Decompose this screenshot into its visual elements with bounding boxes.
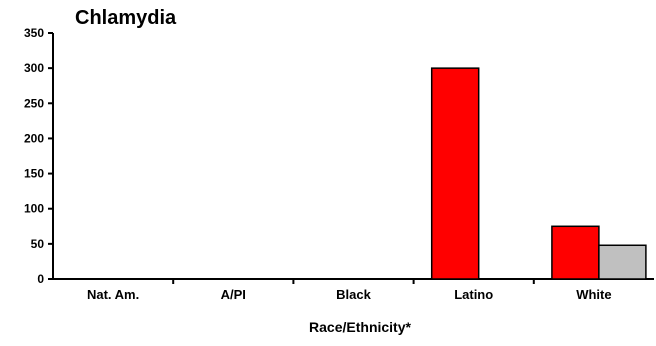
y-tick-label: 300 (24, 61, 44, 75)
chart-title: Chlamydia (75, 7, 177, 29)
x-tick-label: A/PI (221, 287, 246, 302)
bar (598, 244, 647, 280)
y-tick-label: 0 (37, 272, 44, 286)
bars (430, 67, 647, 280)
x-tick-label: Black (336, 287, 371, 302)
y-axis: 0 50 100 150 200 250 300 350 (24, 26, 54, 286)
y-tick-label: 200 (24, 131, 44, 145)
bar (551, 225, 600, 280)
x-axis: Nat. Am. A/PI Black Latino White (53, 278, 654, 302)
x-tick-label: Nat. Am. (87, 287, 139, 302)
y-tick-label: 350 (24, 26, 44, 40)
bar (430, 67, 480, 280)
y-tick-label: 250 (24, 96, 44, 110)
y-tick-label: 150 (24, 167, 44, 181)
x-tick-label: Latino (454, 287, 493, 302)
y-tick-label: 100 (24, 202, 44, 216)
y-tick-label: 50 (31, 237, 45, 251)
x-tick-label: White (576, 287, 611, 302)
x-axis-title: Race/Ethnicity* (309, 319, 411, 335)
